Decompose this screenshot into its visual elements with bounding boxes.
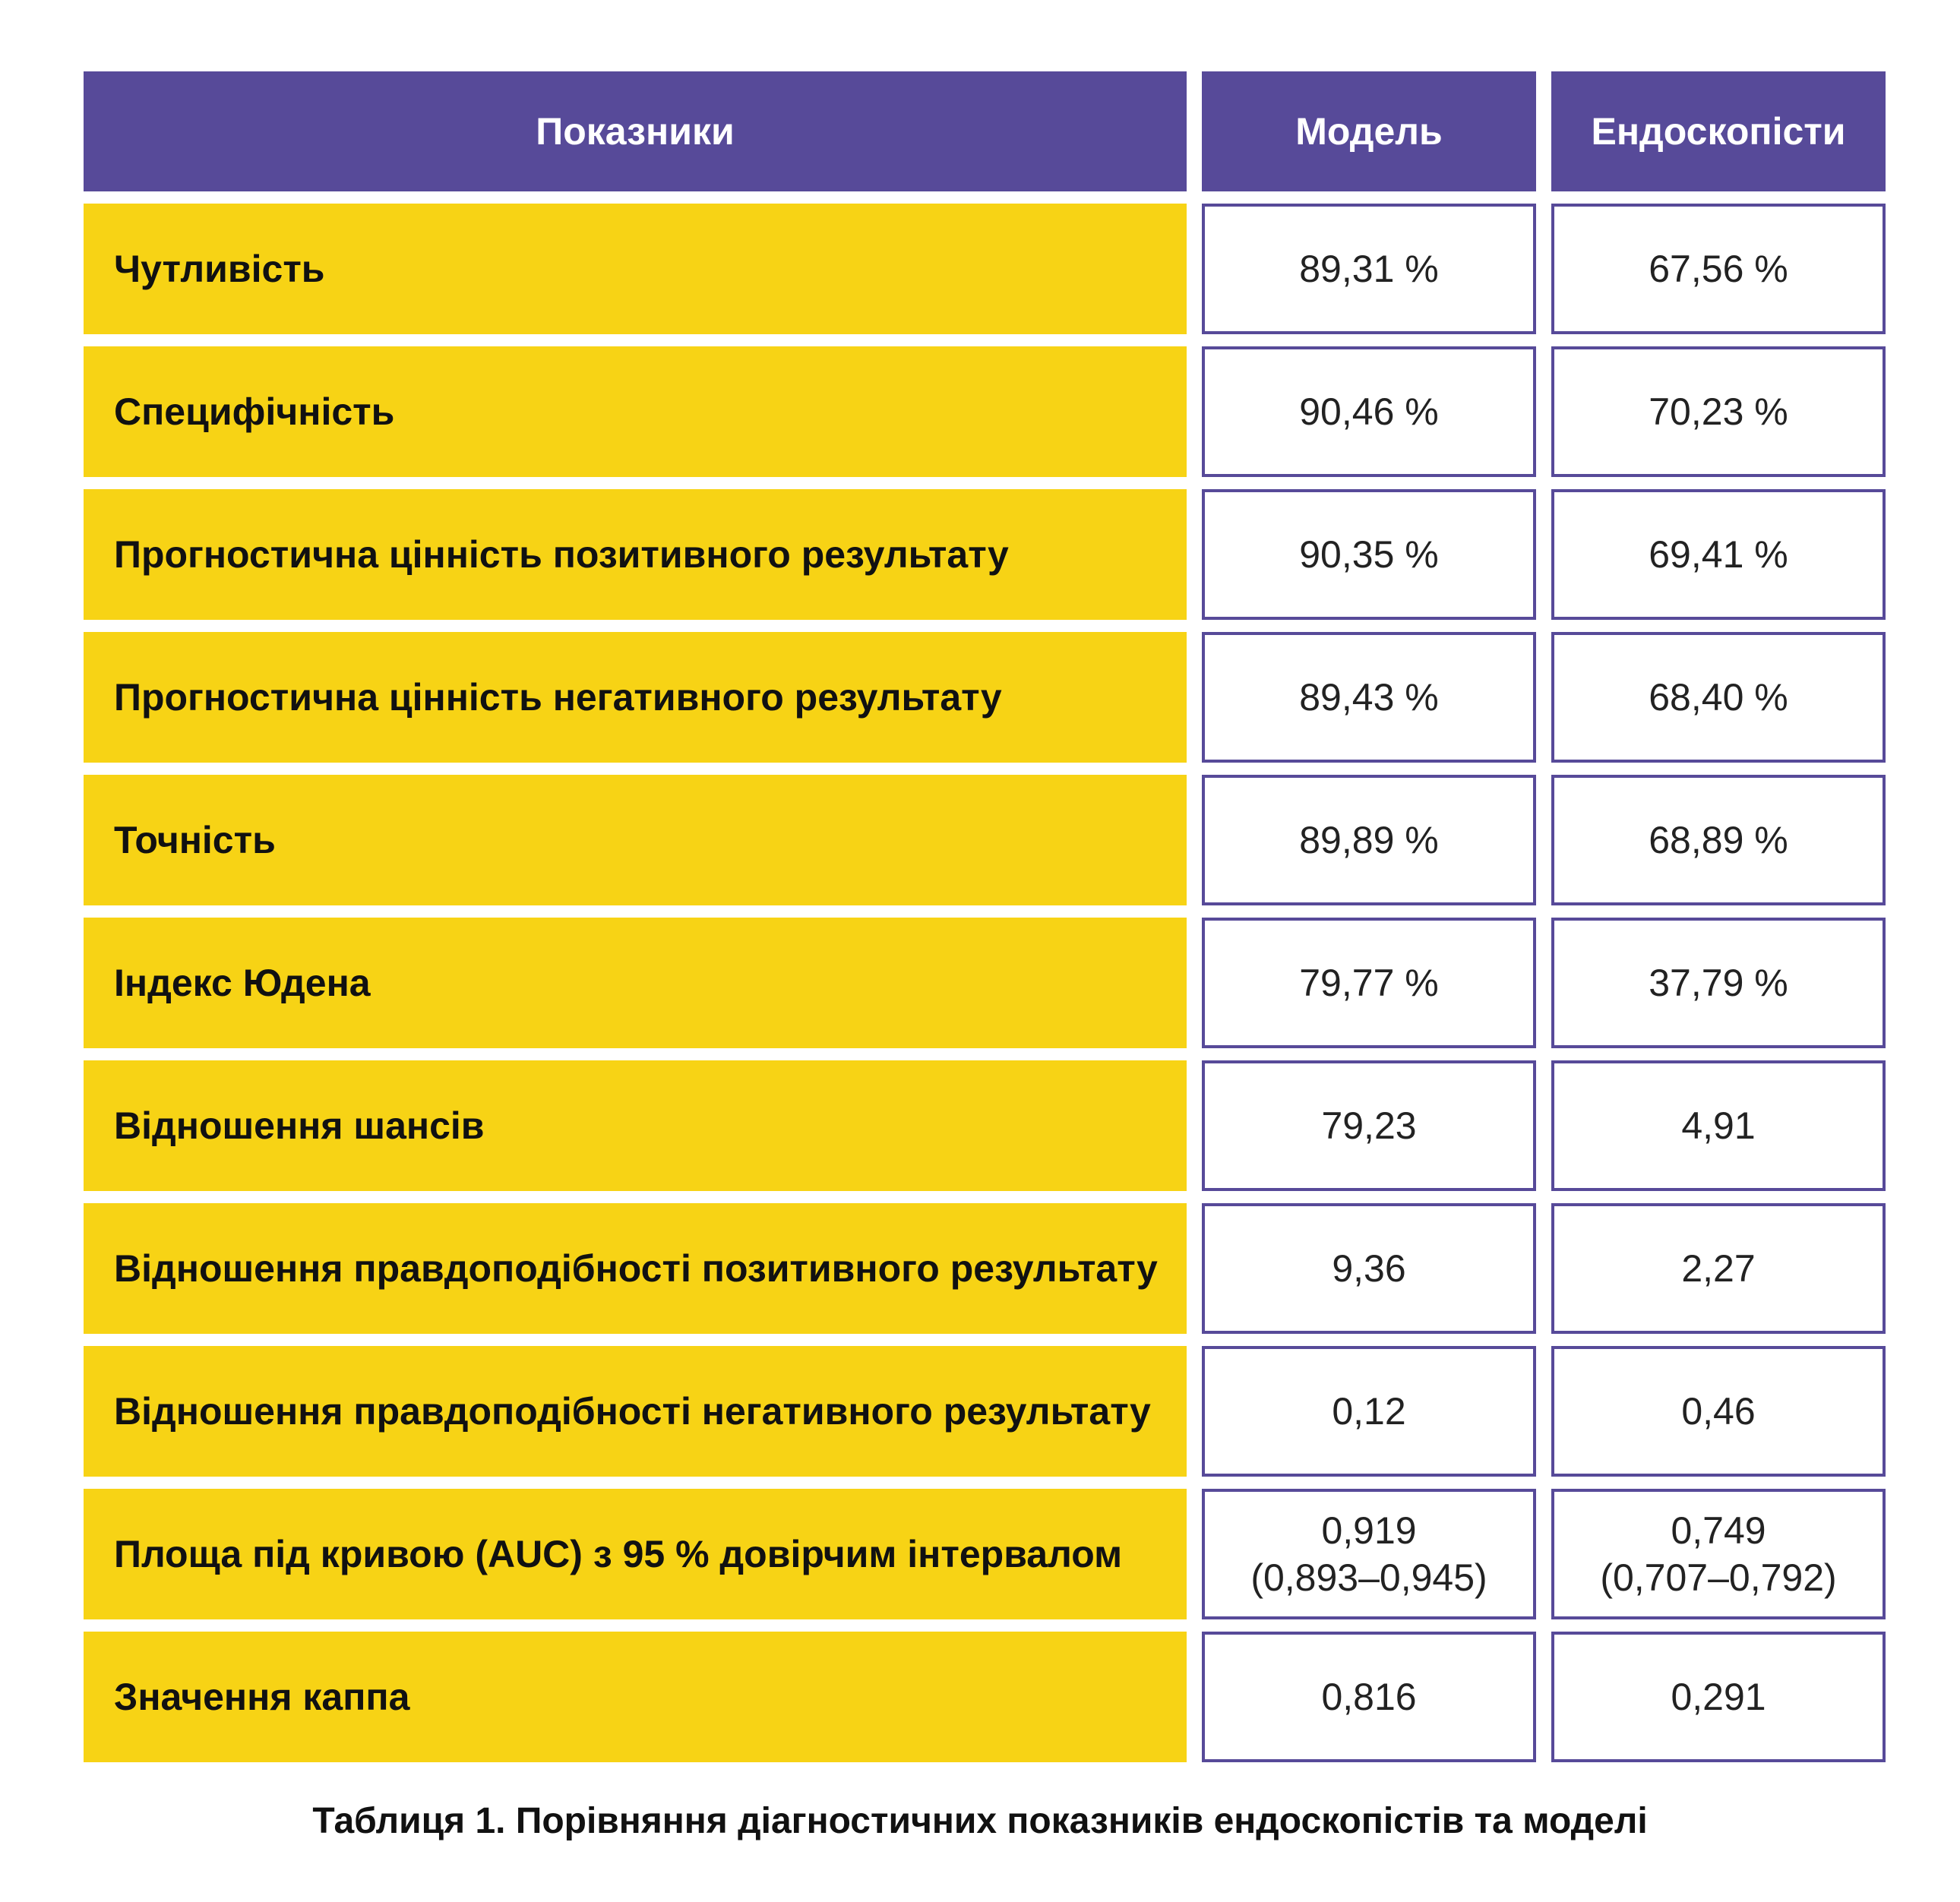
cell-text: 79,23 (1321, 1104, 1417, 1147)
cell-text: 68,40 % (1649, 675, 1788, 719)
header-model: Модель (1202, 71, 1536, 191)
row-label-negative-lr: Відношення правдоподібності негативного … (84, 1346, 1187, 1477)
cell-text: 90,35 % (1299, 532, 1439, 576)
cell-text: 68,89 % (1649, 818, 1788, 861)
model-value-ppv: 90,35 % (1202, 489, 1536, 620)
row-label-kappa: Значення каппа (84, 1632, 1187, 1762)
model-value-auc: 0,919 (0,893–0,945) (1202, 1489, 1536, 1619)
cell-text: 0,749 (1671, 1509, 1766, 1552)
cell-text: 9,36 (1332, 1246, 1406, 1290)
model-value-specificity: 90,46 % (1202, 346, 1536, 477)
endo-value-odds-ratio: 4,91 (1551, 1060, 1886, 1191)
row-label-npv: Прогностична цінність негативного резуль… (84, 632, 1187, 763)
model-value-negative-lr: 0,12 (1202, 1346, 1536, 1477)
cell-text: 0,919 (1321, 1509, 1417, 1552)
cell-text: 0,12 (1332, 1389, 1406, 1433)
endo-value-positive-lr: 2,27 (1551, 1203, 1886, 1334)
row-label-ppv: Прогностична цінність позитивного резуль… (84, 489, 1187, 620)
cell-text: 89,31 % (1299, 247, 1439, 290)
model-value-accuracy: 89,89 % (1202, 775, 1536, 905)
cell-text: 67,56 % (1649, 247, 1788, 290)
model-value-sensitivity: 89,31 % (1202, 204, 1536, 334)
header-endoscopists: Ендоскопісти (1551, 71, 1886, 191)
model-value-npv: 89,43 % (1202, 632, 1536, 763)
endo-value-accuracy: 68,89 % (1551, 775, 1886, 905)
endo-value-kappa: 0,291 (1551, 1632, 1886, 1762)
cell-text: 89,43 % (1299, 675, 1439, 719)
cell-text: 79,77 % (1299, 961, 1439, 1004)
row-label-specificity: Специфічність (84, 346, 1187, 477)
row-label-odds-ratio: Відношення шансів (84, 1060, 1187, 1191)
cell-text: 2,27 (1681, 1246, 1756, 1290)
model-value-positive-lr: 9,36 (1202, 1203, 1536, 1334)
row-label-positive-lr: Відношення правдоподібності позитивного … (84, 1203, 1187, 1334)
cell-text: 70,23 % (1649, 390, 1788, 433)
table-caption: Таблиця 1. Порівняння діагностичних пока… (312, 1801, 1648, 1841)
row-label-auc: Площа під кривою (AUC) з 95 % довірчим і… (84, 1489, 1187, 1619)
cell-ci-text: (0,893–0,945) (1250, 1556, 1487, 1599)
comparison-table: Показники Модель Ендоскопісти Чутливість… (84, 71, 1886, 1762)
cell-text: 37,79 % (1649, 961, 1788, 1004)
cell-text: 69,41 % (1649, 532, 1788, 576)
cell-text: 0,291 (1671, 1675, 1766, 1718)
cell-text: 89,89 % (1299, 818, 1439, 861)
header-indicators: Показники (84, 71, 1187, 191)
endo-value-npv: 68,40 % (1551, 632, 1886, 763)
row-label-youden: Індекс Юдена (84, 918, 1187, 1048)
endo-value-auc: 0,749 (0,707–0,792) (1551, 1489, 1886, 1619)
row-label-accuracy: Точність (84, 775, 1187, 905)
model-value-kappa: 0,816 (1202, 1632, 1536, 1762)
row-label-sensitivity: Чутливість (84, 204, 1187, 334)
cell-text: 4,91 (1681, 1104, 1756, 1147)
endo-value-ppv: 69,41 % (1551, 489, 1886, 620)
model-value-odds-ratio: 79,23 (1202, 1060, 1536, 1191)
cell-text: 90,46 % (1299, 390, 1439, 433)
cell-text: 0,816 (1321, 1675, 1417, 1718)
endo-value-youden: 37,79 % (1551, 918, 1886, 1048)
endo-value-negative-lr: 0,46 (1551, 1346, 1886, 1477)
endo-value-specificity: 70,23 % (1551, 346, 1886, 477)
endo-value-sensitivity: 67,56 % (1551, 204, 1886, 334)
cell-text: 0,46 (1681, 1389, 1756, 1433)
cell-ci-text: (0,707–0,792) (1600, 1556, 1837, 1599)
model-value-youden: 79,77 % (1202, 918, 1536, 1048)
